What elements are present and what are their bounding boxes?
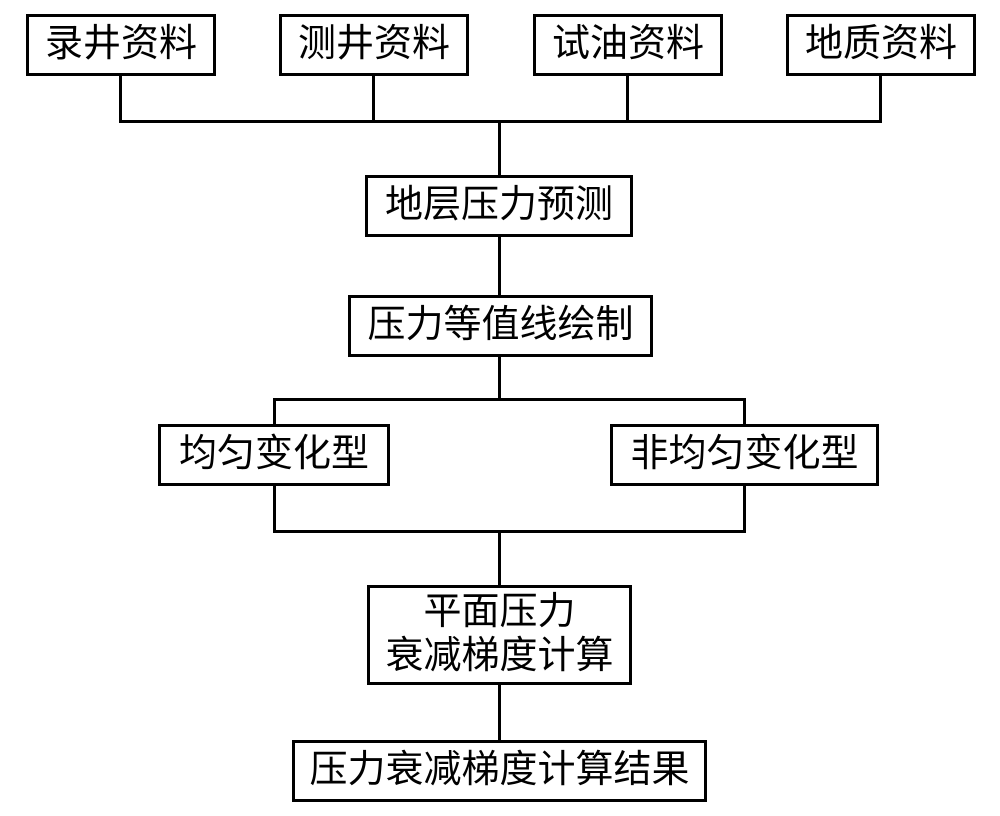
- edge: [273, 486, 276, 530]
- edge: [372, 76, 375, 123]
- node-label: 平面压力 衰减梯度计算: [385, 591, 613, 678]
- edge: [119, 76, 122, 123]
- node-step3: 平面压力 衰减梯度计算: [367, 585, 632, 685]
- node-input4: 地质资料: [786, 14, 976, 76]
- node-step1: 地层压力预测: [365, 175, 633, 237]
- edge: [498, 530, 501, 585]
- edge: [626, 76, 629, 123]
- edge: [743, 486, 746, 530]
- node-input3: 试油资料: [533, 14, 723, 76]
- node-label: 试油资料: [552, 23, 704, 67]
- node-label: 均匀变化型: [179, 433, 369, 477]
- edge: [273, 398, 276, 424]
- node-label: 地层压力预测: [385, 184, 613, 228]
- node-branch1: 均匀变化型: [158, 424, 390, 486]
- node-branch2: 非均匀变化型: [610, 424, 879, 486]
- edge: [743, 398, 746, 424]
- node-input2: 测井资料: [279, 14, 469, 76]
- node-label: 压力衰减梯度计算结果: [309, 749, 689, 793]
- edge: [498, 357, 501, 398]
- node-step2: 压力等值线绘制: [348, 295, 653, 357]
- edge: [498, 120, 501, 175]
- edge: [498, 237, 501, 295]
- node-input1: 录井资料: [26, 14, 216, 76]
- edge-merge: [273, 530, 746, 533]
- edge: [498, 685, 501, 740]
- node-label: 录井资料: [45, 23, 197, 67]
- edge-split: [273, 398, 746, 401]
- edge: [879, 76, 882, 123]
- node-result: 压力衰减梯度计算结果: [292, 740, 707, 802]
- node-label: 非均匀变化型: [630, 433, 858, 477]
- node-label: 测井资料: [298, 23, 450, 67]
- node-label: 压力等值线绘制: [367, 304, 633, 348]
- node-label: 地质资料: [805, 23, 957, 67]
